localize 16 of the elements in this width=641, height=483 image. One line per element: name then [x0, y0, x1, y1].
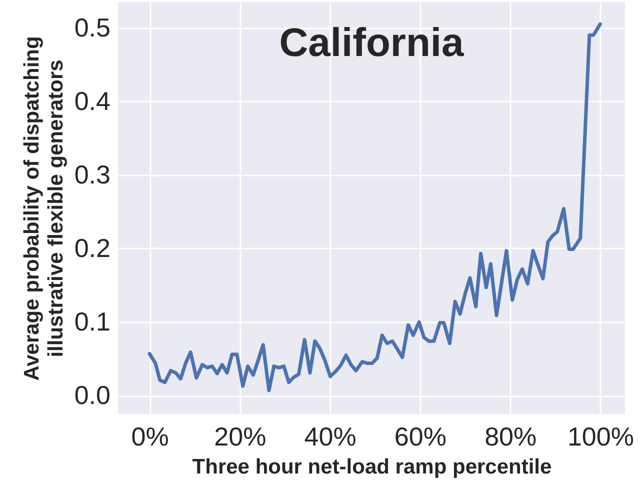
line-series [148, 22, 602, 392]
y-tick-label: 0.1 [74, 306, 110, 337]
x-tick-label: 60% [394, 422, 446, 452]
x-tick-label: 0% [131, 422, 169, 452]
y-tick-label: 0.2 [74, 232, 110, 263]
x-tick-label: 20% [214, 422, 266, 452]
y-tick-label: 0.5 [74, 12, 110, 42]
text: California [279, 21, 464, 65]
y-tick-label: 0.3 [74, 159, 110, 190]
y-tick-label: 0.4 [74, 86, 110, 116]
y-tick-label: 0.0 [74, 380, 110, 410]
y-axis-title: Average probability of dispatching illustrative flexible generators [20, 36, 68, 381]
x-tick-label: 40% [304, 422, 356, 452]
x-tick-label: 80% [484, 422, 537, 452]
x-axis-title: Three hour net-load ramp percentile [192, 456, 552, 478]
x-tick-label: 100% [567, 422, 634, 452]
